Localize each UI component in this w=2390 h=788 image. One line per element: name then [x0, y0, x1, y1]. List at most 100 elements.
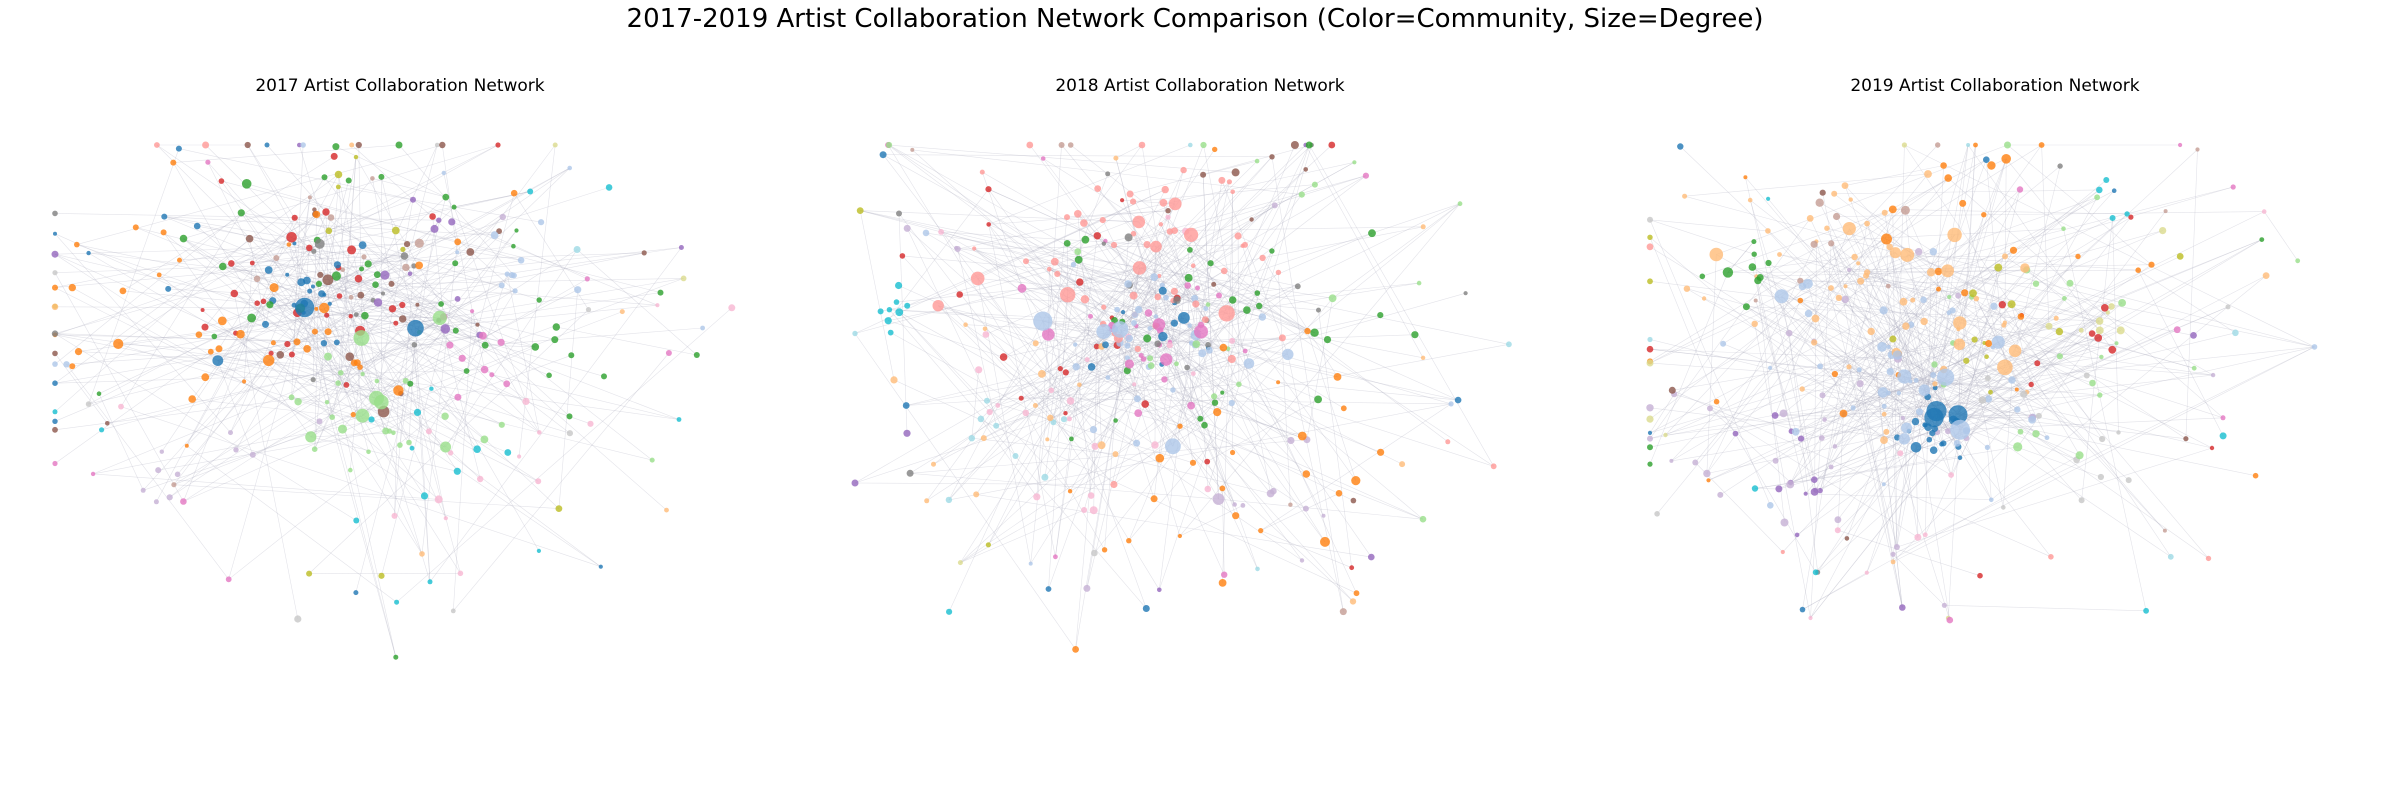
- network-edge: [1746, 306, 1957, 422]
- network-node: [2061, 226, 2066, 231]
- network-node: [1120, 198, 1125, 203]
- network-edge: [1802, 197, 2098, 390]
- network-node: [2078, 327, 2084, 333]
- network-node: [369, 390, 384, 406]
- network-edge: [1025, 412, 1105, 550]
- network-node: [1448, 401, 1454, 407]
- network-node: [413, 408, 422, 416]
- network-edge: [988, 224, 1138, 399]
- network-edge: [1886, 238, 1898, 548]
- network-edge: [1186, 367, 1236, 516]
- network-edge: [294, 217, 540, 301]
- network-node: [1138, 141, 1146, 149]
- network-node: [680, 275, 687, 282]
- network-node: [1834, 516, 1842, 524]
- network-node: [1896, 390, 1901, 396]
- network-edge: [1044, 277, 1189, 478]
- network-edge: [210, 351, 377, 399]
- network-node: [52, 426, 58, 433]
- network-edge: [925, 232, 1149, 368]
- network-node: [2014, 387, 2019, 392]
- network-node: [324, 400, 330, 405]
- network-node: [288, 394, 295, 401]
- network-edge: [1136, 298, 1195, 327]
- network-edge: [1075, 337, 1283, 345]
- network-node: [982, 331, 990, 338]
- network-node: [411, 342, 418, 348]
- network-node: [1131, 320, 1137, 326]
- network-edge: [977, 278, 1096, 447]
- network-node: [201, 323, 209, 331]
- network-node: [902, 402, 910, 409]
- network-node: [1818, 435, 1825, 441]
- network-node: [2108, 345, 2117, 354]
- network-node: [2124, 211, 2130, 217]
- network-node: [1192, 300, 1200, 308]
- network-edge: [882, 154, 1202, 332]
- network-edge: [902, 255, 1115, 485]
- network-edge: [957, 248, 997, 426]
- network-node: [409, 445, 415, 451]
- network-edge: [450, 274, 508, 453]
- network-edge: [1907, 254, 2139, 271]
- network-node: [202, 141, 210, 149]
- network-edge: [1952, 189, 2100, 311]
- network-edge: [1649, 348, 1898, 360]
- network-edge: [974, 248, 1201, 420]
- network-node: [1154, 293, 1162, 301]
- network-edge: [240, 178, 373, 335]
- network-edge: [1858, 369, 1903, 608]
- network-node: [325, 227, 333, 235]
- network-node: [1070, 261, 1077, 268]
- network-node: [442, 193, 450, 201]
- network-edge: [217, 360, 401, 394]
- network-node: [1220, 267, 1228, 275]
- network-node: [2099, 435, 2106, 443]
- network-node: [1844, 536, 1850, 541]
- network-edge: [1800, 300, 1960, 345]
- network-edge: [982, 172, 1066, 414]
- network-edge: [889, 309, 1147, 609]
- network-node: [957, 560, 963, 566]
- network-edge: [1649, 159, 1987, 420]
- network-edge: [1903, 230, 2163, 302]
- network-node: [1940, 162, 1947, 169]
- network-node: [193, 222, 201, 230]
- network-edge: [1054, 261, 1202, 332]
- network-edge: [364, 216, 503, 316]
- network-node: [1189, 459, 1197, 466]
- network-edge: [329, 303, 369, 452]
- network-node: [391, 512, 398, 519]
- network-node: [1258, 313, 1267, 321]
- network-node: [1242, 348, 1248, 354]
- network-node: [366, 449, 371, 455]
- network-edge: [1134, 156, 1273, 315]
- network-node: [1159, 282, 1165, 288]
- network-node: [402, 263, 410, 272]
- network-node: [584, 276, 590, 282]
- network-edge: [1160, 224, 1240, 385]
- network-node: [1893, 544, 1900, 550]
- network-node: [1454, 396, 1462, 404]
- network-edge: [1843, 254, 1908, 414]
- network-edge: [1262, 257, 1338, 378]
- network-edge: [314, 209, 478, 450]
- network-node: [332, 143, 340, 151]
- network-node: [69, 363, 76, 370]
- network-node: [1147, 362, 1155, 369]
- network-edge: [324, 304, 403, 309]
- network-edge: [1164, 205, 1276, 380]
- network-node: [1988, 389, 1993, 395]
- network-edge: [1308, 144, 1494, 467]
- network-node: [1093, 343, 1100, 350]
- network-edge: [1115, 144, 1143, 159]
- network-node: [1038, 370, 1046, 378]
- network-edge: [1649, 413, 1784, 439]
- network-node: [230, 289, 239, 298]
- network-edge: [1091, 337, 1283, 368]
- network-node: [242, 379, 247, 384]
- network-edge: [1936, 410, 2186, 439]
- network-edge: [2014, 166, 2061, 351]
- network-node: [2097, 473, 2104, 481]
- network-node: [1089, 426, 1098, 434]
